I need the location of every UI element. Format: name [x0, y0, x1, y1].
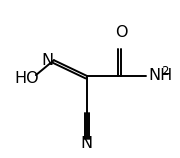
Text: NH: NH [149, 68, 173, 83]
Text: N: N [81, 137, 93, 152]
Text: O: O [115, 24, 127, 40]
Text: 2: 2 [161, 65, 169, 79]
Text: HO: HO [14, 71, 39, 86]
Text: N: N [41, 54, 53, 68]
